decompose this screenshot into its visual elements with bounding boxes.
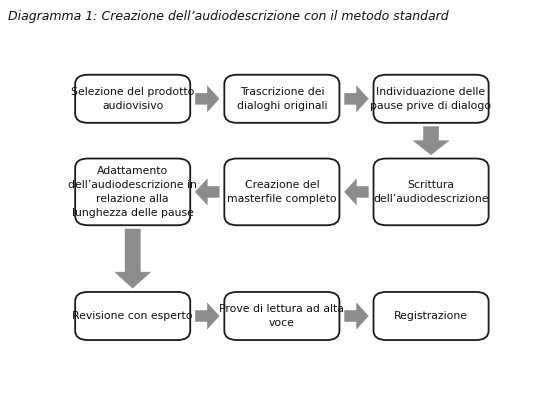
Polygon shape bbox=[413, 127, 449, 155]
FancyBboxPatch shape bbox=[373, 158, 488, 225]
FancyBboxPatch shape bbox=[224, 158, 339, 225]
Text: Registrazione: Registrazione bbox=[394, 311, 468, 321]
Text: Creazione del
masterfile completo: Creazione del masterfile completo bbox=[227, 180, 337, 204]
Text: Revisione con esperto: Revisione con esperto bbox=[73, 311, 193, 321]
Polygon shape bbox=[195, 86, 219, 112]
Polygon shape bbox=[115, 229, 151, 288]
FancyBboxPatch shape bbox=[373, 75, 488, 123]
Text: Diagramma 1: Creazione dell’audiodescrizione con il metodo standard: Diagramma 1: Creazione dell’audiodescriz… bbox=[8, 10, 449, 23]
Polygon shape bbox=[344, 303, 369, 329]
FancyBboxPatch shape bbox=[224, 75, 339, 123]
FancyBboxPatch shape bbox=[75, 75, 190, 123]
Text: Scrittura
dell’audiodescrizione: Scrittura dell’audiodescrizione bbox=[373, 180, 489, 204]
FancyBboxPatch shape bbox=[224, 292, 339, 340]
Polygon shape bbox=[195, 179, 219, 205]
FancyBboxPatch shape bbox=[75, 292, 190, 340]
Text: Adattamento
dell’audiodescrizione in
relazione alla
lunghezza delle pause: Adattamento dell’audiodescrizione in rel… bbox=[68, 166, 197, 218]
Text: Prove di lettura ad alta
voce: Prove di lettura ad alta voce bbox=[219, 304, 344, 328]
FancyBboxPatch shape bbox=[75, 158, 190, 225]
Polygon shape bbox=[344, 179, 369, 205]
Polygon shape bbox=[344, 86, 369, 112]
Text: Selezione del prodotto
audiovisivo: Selezione del prodotto audiovisivo bbox=[71, 87, 194, 111]
Text: Trascrizione dei
dialoghi originali: Trascrizione dei dialoghi originali bbox=[236, 87, 327, 111]
Text: Individuazione delle
pause prive di dialogo: Individuazione delle pause prive di dial… bbox=[371, 87, 492, 111]
FancyBboxPatch shape bbox=[373, 292, 488, 340]
Polygon shape bbox=[195, 303, 219, 329]
